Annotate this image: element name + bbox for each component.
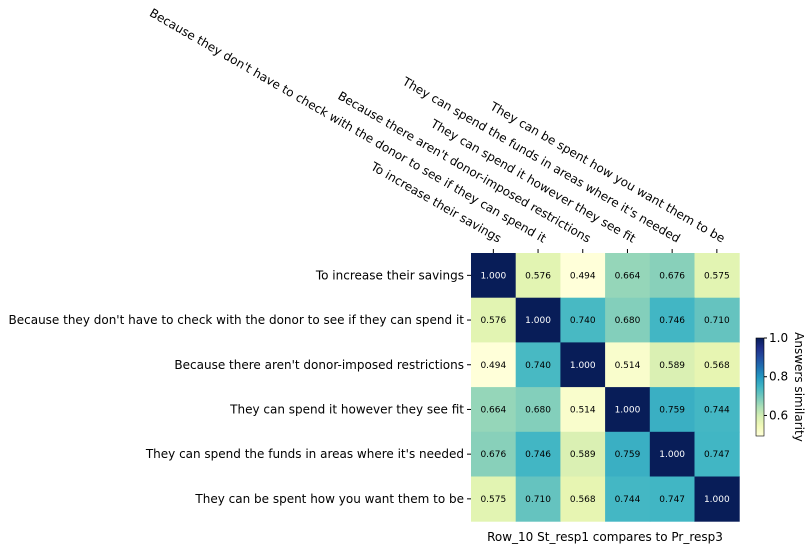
cell-value-label: 0.576: [525, 271, 551, 281]
heatmap-cell: [515, 431, 561, 477]
heatmap-cell: [649, 253, 695, 299]
cell-value-label: 0.514: [615, 361, 641, 371]
heatmap-cells: [471, 253, 740, 522]
cell-value-label: 0.710: [704, 316, 730, 326]
heatmap-cell: [649, 297, 695, 343]
cell-value-label: 0.589: [570, 450, 596, 460]
y-tick-label: They can be spent how you want them to b…: [194, 492, 464, 506]
heatmap-cell: [694, 253, 740, 299]
heatmap-cell: [605, 431, 651, 477]
heatmap-cell: [515, 297, 561, 343]
heatmap-cell: [560, 253, 606, 299]
heatmap-cell: [649, 431, 695, 477]
cell-value-label: 0.747: [704, 450, 730, 460]
cell-value-label: 1.000: [659, 450, 685, 460]
cell-value-label: 0.575: [704, 271, 730, 281]
heatmap-cell: [471, 297, 517, 343]
cell-value-label: 1.000: [480, 271, 506, 281]
heatmap-cell: [694, 431, 740, 477]
cell-value-label: 0.676: [480, 450, 506, 460]
y-tick-label: They can spend the funds in areas where …: [145, 447, 464, 461]
y-axis-ticks: To increase their savings Because they do…: [9, 268, 471, 506]
cell-value-label: 0.568: [704, 361, 730, 371]
cell-value-label: 0.747: [659, 495, 685, 505]
heatmap-cell: [560, 342, 606, 388]
colorbar: 0.6 0.8 1.0 Answers similarity: [755, 331, 806, 442]
heatmap-cell: [649, 342, 695, 388]
heatmap-cell: [471, 253, 517, 299]
heatmap-cell: [605, 387, 651, 433]
cell-value-label: 0.664: [615, 271, 641, 281]
colorbar-tick-label: 1.0: [769, 331, 788, 345]
heatmap-cell: [471, 431, 517, 477]
colorbar-gradient: [755, 337, 765, 437]
heatmap-cell: [515, 476, 561, 522]
cell-value-label: 0.575: [480, 495, 506, 505]
cell-value-label: 0.680: [615, 316, 641, 326]
cell-value-label: 0.514: [570, 405, 596, 415]
cell-value-label: 0.744: [704, 405, 730, 415]
cell-value-label: 0.740: [570, 316, 596, 326]
heatmap-cell: [605, 476, 651, 522]
y-tick-label: To increase their savings: [315, 268, 464, 282]
heatmap-cell: [471, 387, 517, 433]
colorbar-tick-label: 0.8: [769, 370, 788, 384]
cell-value-label: 0.746: [659, 316, 685, 326]
y-tick-label: Because they don't have to check with th…: [9, 313, 465, 327]
cell-value-label: 0.710: [525, 495, 551, 505]
heatmap-cell-labels: 1.000 0.576 0.494 0.664 0.676 0.575 0.576 1.000…: [480, 271, 730, 505]
heatmap-cell: [560, 297, 606, 343]
heatmap-cell: [515, 387, 561, 433]
cell-value-label: 0.676: [659, 271, 685, 281]
cell-value-label: 0.744: [615, 495, 641, 505]
heatmap-cell: [515, 253, 561, 299]
heatmap-cell: [605, 297, 651, 343]
cell-value-label: 0.664: [480, 405, 506, 415]
heatmap-cell: [560, 387, 606, 433]
cell-value-label: 0.740: [525, 361, 551, 371]
heatmap-cell: [694, 342, 740, 388]
heatmap-cell: [694, 476, 740, 522]
heatmap-cell: [694, 297, 740, 343]
heatmap-cell: [560, 431, 606, 477]
heatmap-cell: [605, 342, 651, 388]
colorbar-label: Answers similarity: [792, 332, 806, 442]
heatmap-cell: [471, 342, 517, 388]
cell-value-label: 0.759: [659, 405, 685, 415]
heatmap-cell: [515, 342, 561, 388]
cell-value-label: 0.494: [480, 361, 506, 371]
heatmap-cell: [471, 476, 517, 522]
cell-value-label: 0.589: [659, 361, 685, 371]
y-tick-label: Because there aren't donor-imposed restr…: [174, 358, 464, 372]
heatmap-cell: [649, 476, 695, 522]
cell-value-label: 1.000: [615, 405, 641, 415]
heatmap-cell: [560, 476, 606, 522]
heatmap-cell: [605, 253, 651, 299]
heatmap-cell: [694, 387, 740, 433]
cell-value-label: 0.680: [525, 405, 551, 415]
cell-value-label: 0.759: [615, 450, 641, 460]
cell-value-label: 0.746: [525, 450, 551, 460]
colorbar-tick-label: 0.6: [769, 408, 788, 422]
x-axis-label: Row_10 St_resp1 compares to Pr_resp3: [487, 530, 723, 544]
cell-value-label: 0.568: [570, 495, 596, 505]
cell-value-label: 0.576: [480, 316, 506, 326]
cell-value-label: 1.000: [570, 361, 596, 371]
y-tick-label: They can spend it however they see fit: [229, 402, 464, 416]
cell-value-label: 1.000: [525, 316, 551, 326]
cell-value-label: 0.494: [570, 271, 596, 281]
heatmap-cell: [649, 387, 695, 433]
cell-value-label: 1.000: [704, 495, 730, 505]
